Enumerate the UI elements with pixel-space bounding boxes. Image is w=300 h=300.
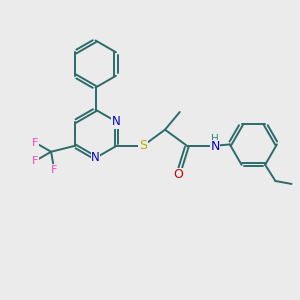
Text: N: N	[91, 152, 100, 164]
Text: H: H	[211, 134, 219, 144]
Text: O: O	[173, 168, 183, 181]
Text: S: S	[139, 140, 147, 152]
Text: F: F	[51, 165, 57, 175]
Text: N: N	[210, 140, 220, 153]
Text: N: N	[112, 115, 121, 128]
Text: F: F	[32, 156, 38, 166]
Text: F: F	[32, 138, 38, 148]
